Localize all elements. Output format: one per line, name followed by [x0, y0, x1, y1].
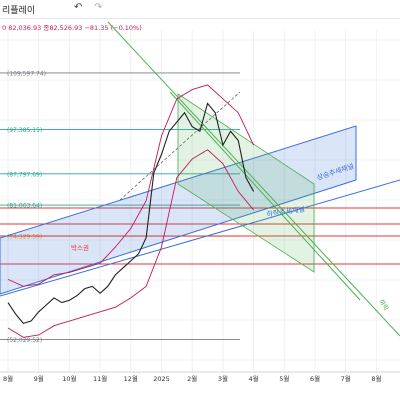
- undo-icon[interactable]: ↶: [74, 2, 83, 13]
- fib-label: (81,063.64): [7, 203, 42, 210]
- x-tick-label: 6월: [310, 374, 320, 383]
- fib-label: (52,029.52): [7, 337, 42, 344]
- fib-levels: (109,597.74) (97,385.15) (87,797.69) (81,06…: [0, 70, 400, 344]
- x-tick-label: 7월: [341, 374, 351, 383]
- bollinger-lower: [7, 149, 254, 338]
- ohlc-readout: 0 82,036.93 종82,526.93 −81.35 (−0.10%): [2, 24, 142, 32]
- bollinger-bands: [7, 84, 255, 338]
- x-tick-label: 2025: [153, 375, 170, 383]
- x-tick-label: 5월: [279, 374, 289, 383]
- downtrend-box: [177, 93, 315, 273]
- x-axis: 8월 9월 10월 11월 12월 2025 2월 3월 4월 5월 6월 7월 8월: [0, 371, 400, 383]
- uptrend-channel: [0, 125, 357, 295]
- x-tick-label: 12월: [124, 374, 138, 383]
- price-series: [7, 102, 255, 325]
- x-tick-label: 9월: [34, 374, 44, 383]
- channels: [0, 21, 400, 337]
- uptrend-support-line: [0, 179, 400, 297]
- price-line: [7, 102, 255, 325]
- fib-label: (109,597.74): [7, 70, 46, 77]
- x-tick-label: 3월: [218, 374, 228, 383]
- annotation-box: 박스권: [71, 243, 89, 252]
- x-tick-label: 2월: [187, 374, 197, 383]
- x-tick-label: 11월: [93, 374, 107, 383]
- x-tick-label: 4월: [249, 374, 259, 383]
- annotation-down: 하락: [377, 297, 391, 312]
- trend-dash-line: [119, 91, 241, 201]
- redo-icon[interactable]: ↷: [94, 2, 103, 13]
- x-tick-label: 10월: [62, 374, 76, 383]
- fib-label: (87,797.69): [7, 171, 42, 178]
- toolbar: 리플레이 ↶ ↷: [0, 0, 400, 19]
- x-tick-label: 8월: [3, 374, 13, 383]
- replay-label: 리플레이: [2, 6, 36, 16]
- bollinger-upper: [7, 84, 255, 287]
- grid: [0, 30, 400, 372]
- downtrend-line: [107, 21, 400, 337]
- x-tick-label: 8월: [371, 374, 381, 383]
- fib-label: (97,385.15): [7, 127, 42, 134]
- fib-label: (74,329.59): [7, 234, 42, 241]
